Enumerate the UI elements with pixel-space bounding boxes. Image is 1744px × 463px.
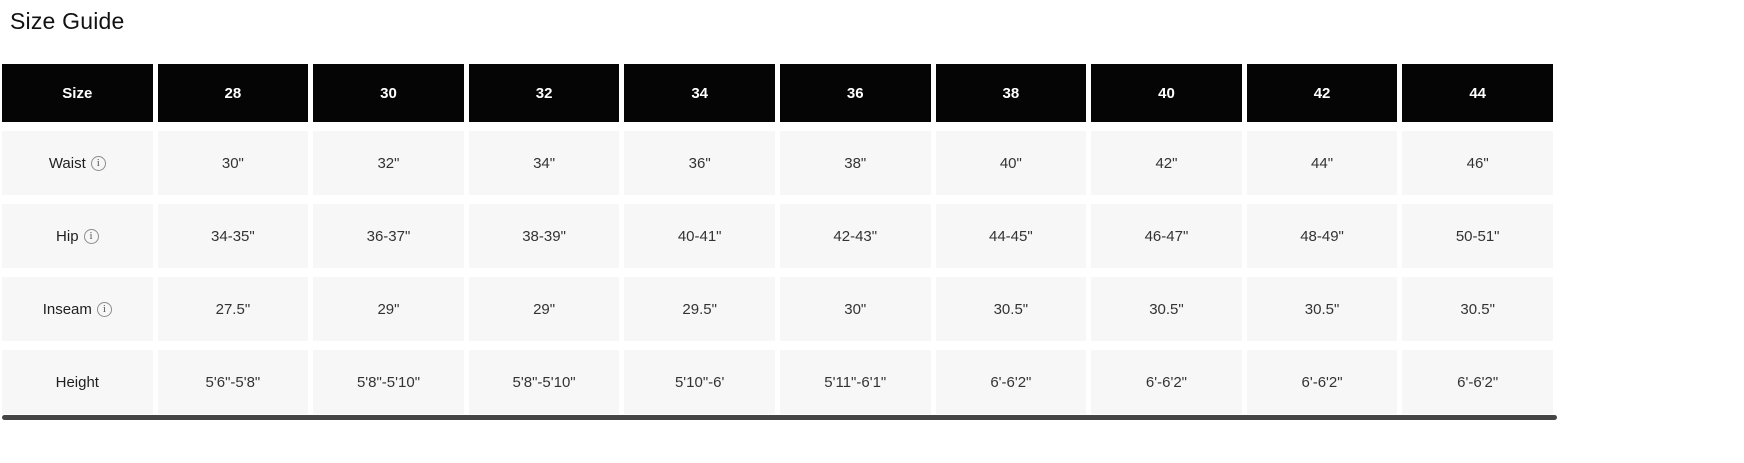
value-cell: 6'-6'2" xyxy=(935,350,1087,414)
row-label-cell: Inseam i xyxy=(2,277,153,341)
value-cell: 36-37" xyxy=(313,204,464,268)
value-cell: 6'-6'2" xyxy=(1402,350,1553,414)
header-cell-38: 38 xyxy=(935,64,1087,122)
row-label-cell: Height xyxy=(2,350,153,414)
value-cell: 29" xyxy=(468,277,620,341)
value-cell: 30.5" xyxy=(1246,277,1398,341)
row-label: Waist xyxy=(48,154,86,172)
value-cell: 5'8"-5'10" xyxy=(313,350,464,414)
header-cell-42: 42 xyxy=(1246,64,1398,122)
value-cell: 42-43" xyxy=(779,204,931,268)
value-cell: 30" xyxy=(157,131,309,195)
value-cell: 44" xyxy=(1246,131,1398,195)
value-cell: 30.5" xyxy=(935,277,1087,341)
header-cell-36: 36 xyxy=(779,64,931,122)
value-cell: 40-41" xyxy=(624,204,775,268)
row-label: Inseam xyxy=(42,300,92,318)
value-cell: 6'-6'2" xyxy=(1091,350,1242,414)
value-cell: 38" xyxy=(779,131,931,195)
table-row-waist: Waist i 30" 32" 34" 36" 38" 40" 42" 44" 46" xyxy=(2,131,1553,195)
value-cell: 30.5" xyxy=(1091,277,1242,341)
value-cell: 29" xyxy=(313,277,464,341)
value-cell: 5'11"-6'1" xyxy=(779,350,931,414)
value-cell: 46" xyxy=(1402,131,1553,195)
value-cell: 50-51" xyxy=(1402,204,1553,268)
header-cell-28: 28 xyxy=(157,64,309,122)
value-cell: 6'-6'2" xyxy=(1246,350,1398,414)
page-title: Size Guide xyxy=(10,8,125,34)
value-cell: 32" xyxy=(313,131,464,195)
value-cell: 42" xyxy=(1091,131,1242,195)
value-cell: 48-49" xyxy=(1246,204,1398,268)
value-cell: 27.5" xyxy=(157,277,309,341)
info-icon[interactable]: i xyxy=(90,155,106,171)
header-cell-44: 44 xyxy=(1402,64,1553,122)
value-cell: 30" xyxy=(779,277,931,341)
value-cell: 34" xyxy=(468,131,620,195)
value-cell: 5'8"-5'10" xyxy=(468,350,620,414)
size-guide-table-container: Size 28 30 32 34 36 38 40 42 44 Waist i 30" 32" 34" 3… xyxy=(0,55,1744,423)
value-cell: 29.5" xyxy=(624,277,775,341)
info-icon[interactable]: i xyxy=(96,301,112,317)
row-label-cell: Waist i xyxy=(2,131,153,195)
row-label: Hip xyxy=(56,227,79,245)
table-row-inseam: Inseam i 27.5" 29" 29" 29.5" 30" 30.5" 30.5" 30.5… xyxy=(2,277,1553,341)
header-cell-34: 34 xyxy=(624,64,775,122)
header-cell-32: 32 xyxy=(468,64,620,122)
info-icon[interactable]: i xyxy=(83,228,99,244)
value-cell: 44-45" xyxy=(935,204,1087,268)
header-cell-size: Size xyxy=(2,64,153,122)
value-cell: 30.5" xyxy=(1402,277,1553,341)
value-cell: 40" xyxy=(935,131,1087,195)
header-cell-40: 40 xyxy=(1091,64,1242,122)
value-cell: 34-35" xyxy=(157,204,309,268)
horizontal-scrollbar-thumb[interactable] xyxy=(2,415,1557,420)
size-guide-table: Size 28 30 32 34 36 38 40 42 44 Waist i 30" 32" 34" 3… xyxy=(0,55,1558,423)
size-guide-header-row: Size 28 30 32 34 36 38 40 42 44 xyxy=(2,64,1553,122)
table-row-height: Height 5'6"-5'8" 5'8"-5'10" 5'8"-5'10" 5'10"… xyxy=(2,350,1553,414)
table-row-hip: Hip i 34-35" 36-37" 38-39" 40-41" 42-43" 44-45"… xyxy=(2,204,1553,268)
value-cell: 46-47" xyxy=(1091,204,1242,268)
row-label-cell: Hip i xyxy=(2,204,153,268)
size-guide-body: Waist i 30" 32" 34" 36" 38" 40" 42" 44" 46" Hip i 34-… xyxy=(2,131,1553,414)
row-label: Height xyxy=(55,373,99,391)
value-cell: 5'6"-5'8" xyxy=(157,350,309,414)
value-cell: 38-39" xyxy=(468,204,620,268)
value-cell: 36" xyxy=(624,131,775,195)
header-cell-30: 30 xyxy=(313,64,464,122)
value-cell: 5'10"-6' xyxy=(624,350,775,414)
